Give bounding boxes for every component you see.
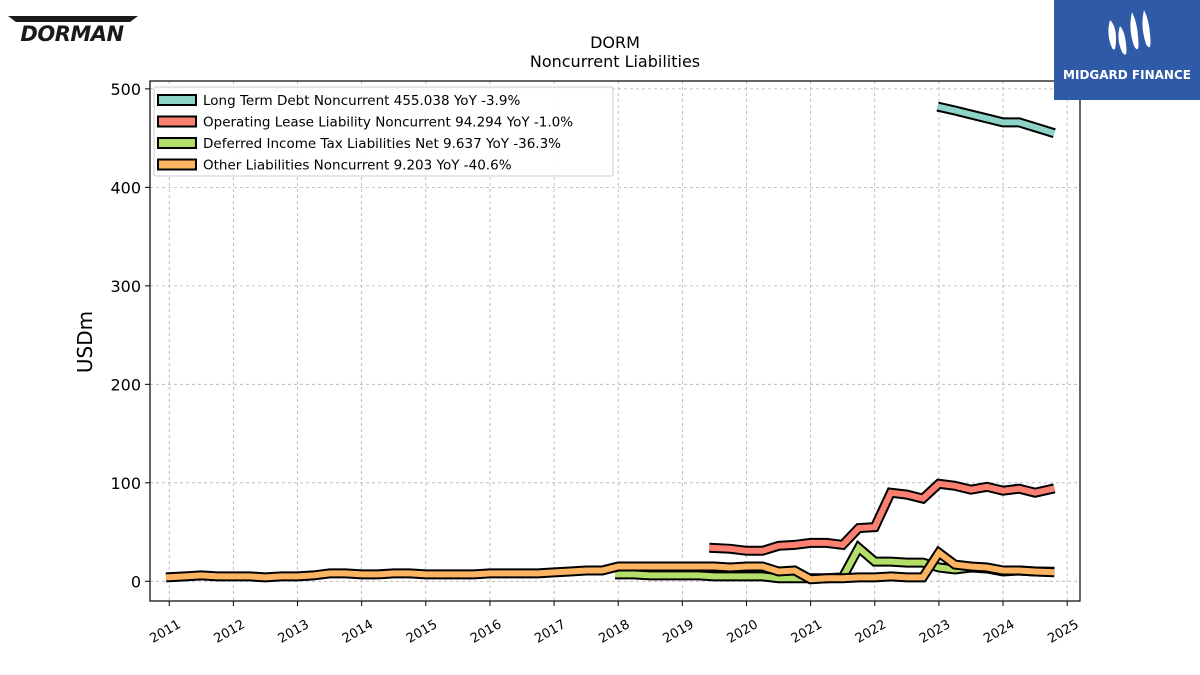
- x-tick-label: 2023: [917, 617, 953, 647]
- x-tick-label: 2020: [725, 617, 761, 647]
- midgard-logo-icon: [1108, 10, 1151, 55]
- y-tick-label: 0: [131, 572, 141, 591]
- legend-label-3: Other Liabilities Noncurrent 9.203 YoY -…: [203, 158, 512, 174]
- x-tick-label: 2014: [340, 617, 376, 647]
- legend-label-1: Operating Lease Liability Noncurrent 94.…: [203, 115, 573, 131]
- x-tick-label: 2022: [853, 617, 889, 647]
- midgard-logo-text: MIDGARD FINANCE: [1063, 68, 1191, 82]
- series-layer: [165, 101, 1056, 585]
- legend-swatch-2: [157, 137, 197, 149]
- y-axis-label: USDm: [73, 311, 97, 373]
- chart-title: DORM: [590, 33, 640, 52]
- legend-label-0: Long Term Debt Noncurrent 455.038 YoY -3…: [203, 93, 520, 109]
- x-tick-label: 2018: [596, 617, 632, 647]
- y-tick-label: 500: [110, 80, 141, 99]
- y-tick-label: 100: [110, 474, 141, 493]
- legend-swatch-1: [157, 115, 197, 128]
- legend-label-2: Deferred Income Tax Liabilities Net 9.63…: [203, 136, 561, 152]
- series-line-0: [936, 103, 1056, 137]
- x-tick-label: 2012: [212, 617, 248, 647]
- chart-subtitle: Noncurrent Liabilities: [530, 52, 700, 71]
- x-tick-label: 2024: [981, 617, 1017, 647]
- legend-swatch-0: [157, 94, 197, 106]
- y-tick-label: 200: [110, 375, 141, 394]
- y-tick-label: 300: [110, 277, 141, 296]
- series-line-1: [709, 480, 1055, 554]
- x-tick-label: 2011: [147, 617, 183, 647]
- dorman-logo-text: DORMAN: [20, 22, 124, 44]
- x-tick-label: 2016: [468, 617, 504, 647]
- series-line-3: [165, 548, 1055, 583]
- x-tick-label: 2017: [532, 617, 568, 647]
- x-tick-label: 2021: [789, 617, 825, 647]
- midgard-finance-logo: MIDGARD FINANCE: [1054, 0, 1200, 100]
- plot-frame: [149, 80, 1081, 602]
- legend-items: Long Term Debt Noncurrent 455.038 YoY -3…: [157, 93, 573, 174]
- dorman-logo-mark: DORMAN: [8, 16, 138, 46]
- dorman-logo: DORMAN: [6, 14, 140, 46]
- x-tick-label: 2015: [404, 617, 440, 647]
- x-axis-ticks: 2011 2012 2013 2014 2015 2016 2017 2018 2019 2020…: [147, 601, 1082, 647]
- y-axis-ticks: 0 100 200 300 400 500: [110, 80, 150, 591]
- x-tick-label: 2025: [1045, 617, 1081, 647]
- legend: Long Term Debt Noncurrent 455.038 YoY -3…: [153, 86, 614, 177]
- legend-box: [153, 86, 614, 177]
- legend-swatch-3: [157, 158, 197, 171]
- x-tick-label: 2013: [276, 617, 312, 647]
- x-tick-label: 2019: [661, 617, 697, 647]
- y-tick-label: 400: [110, 178, 141, 197]
